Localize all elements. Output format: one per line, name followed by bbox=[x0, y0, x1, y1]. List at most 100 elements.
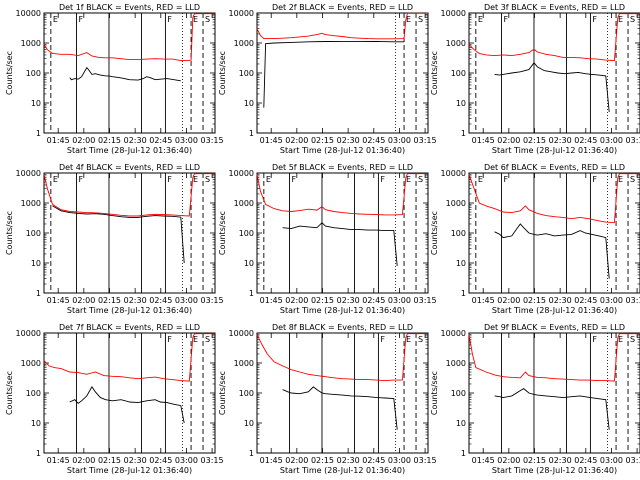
chart-title: Det 5f BLACK = Events, RED = LLD bbox=[272, 163, 413, 172]
event-marker-label: E bbox=[406, 175, 411, 184]
x-tick-label: 01:45 bbox=[472, 296, 495, 305]
lld-series-line bbox=[43, 13, 215, 62]
x-tick-label: 02:00 bbox=[72, 296, 95, 305]
y-tick-label: 10 bbox=[456, 419, 466, 428]
y-tick-label: 100 bbox=[451, 389, 466, 398]
chart-title: Det 3f BLACK = Events, RED = LLD bbox=[484, 3, 625, 12]
y-tick-label: 100 bbox=[26, 389, 41, 398]
event-marker-label: S bbox=[418, 15, 423, 24]
y-tick-label: 10 bbox=[244, 259, 254, 268]
event-marker-label: S bbox=[630, 15, 635, 24]
lld-series-line bbox=[256, 333, 428, 382]
y-axis-label: Counts/sec bbox=[430, 211, 439, 255]
x-tick-label: 03:00 bbox=[175, 136, 198, 145]
x-tick-label: 02:15 bbox=[523, 456, 546, 465]
y-tick-label: 1 bbox=[249, 449, 254, 458]
x-tick-label: 02:15 bbox=[98, 136, 121, 145]
plot-frame bbox=[43, 12, 216, 134]
x-tick-label: 02:45 bbox=[574, 456, 597, 465]
y-tick-label: 10 bbox=[244, 99, 254, 108]
y-tick-label: 1 bbox=[461, 289, 466, 298]
y-tick-label: 10000 bbox=[229, 329, 254, 338]
x-tick-label: 02:15 bbox=[311, 456, 334, 465]
event-marker-label: S bbox=[418, 335, 423, 344]
y-tick-label: 1000 bbox=[21, 199, 41, 208]
x-axis-label: Start Time (28-Jul-12 01:36:40) bbox=[67, 466, 192, 475]
x-tick-label: 01:45 bbox=[472, 136, 495, 145]
event-marker-label: F bbox=[380, 335, 385, 344]
x-axis-label: Start Time (28-Jul-12 01:36:40) bbox=[280, 466, 405, 475]
event-marker-label: S bbox=[630, 175, 635, 184]
x-tick-label: 02:15 bbox=[98, 456, 121, 465]
event-marker-label: E bbox=[618, 335, 623, 344]
chart-panel: Det 6f BLACK = Events, RED = LLD Counts/s… bbox=[430, 163, 640, 315]
plot-frame bbox=[256, 12, 429, 134]
event-marker-label: E bbox=[266, 175, 271, 184]
x-tick-label: 03:00 bbox=[388, 136, 411, 145]
x-tick-label: 02:45 bbox=[362, 296, 385, 305]
x-tick-label: 02:30 bbox=[337, 456, 360, 465]
y-tick-label: 10000 bbox=[16, 169, 41, 178]
event-marker-label: S bbox=[205, 15, 210, 24]
chart-panel: Det 3f BLACK = Events, RED = LLD Counts/s… bbox=[430, 3, 640, 155]
lld-series-line bbox=[468, 173, 640, 224]
plot-frame bbox=[256, 172, 429, 294]
x-tick-label: 02:00 bbox=[72, 456, 95, 465]
events-series-line bbox=[52, 205, 185, 264]
y-tick-label: 10000 bbox=[441, 9, 466, 18]
x-tick-label: 01:45 bbox=[260, 296, 283, 305]
y-tick-label: 1 bbox=[36, 449, 41, 458]
y-tick-label: 100 bbox=[26, 69, 41, 78]
x-tick-label: 02:15 bbox=[311, 136, 334, 145]
x-tick-label: 03:00 bbox=[600, 456, 623, 465]
y-axis-label: Counts/sec bbox=[5, 51, 14, 95]
chart-title: Det 4f BLACK = Events, RED = LLD bbox=[59, 163, 200, 172]
x-tick-label: 03:00 bbox=[388, 296, 411, 305]
x-tick-label: 03:00 bbox=[175, 456, 198, 465]
y-tick-label: 10 bbox=[244, 419, 254, 428]
event-marker-label: E bbox=[618, 15, 623, 24]
y-tick-label: 100 bbox=[239, 69, 254, 78]
x-tick-label: 02:00 bbox=[497, 296, 520, 305]
x-tick-label: 02:15 bbox=[98, 296, 121, 305]
event-marker-label: F bbox=[78, 175, 83, 184]
y-axis-label: Counts/sec bbox=[430, 371, 439, 415]
x-tick-label: 02:45 bbox=[362, 456, 385, 465]
lld-series-line bbox=[256, 173, 428, 216]
chart-panel: Det 4f BLACK = Events, RED = LLD Counts/s… bbox=[5, 163, 224, 315]
x-tick-label: 01:45 bbox=[472, 456, 495, 465]
y-tick-label: 10000 bbox=[441, 169, 466, 178]
y-tick-label: 1 bbox=[461, 129, 466, 138]
event-marker-label: S bbox=[418, 175, 423, 184]
event-marker-label: E bbox=[193, 335, 198, 344]
x-tick-label: 03:15 bbox=[201, 456, 224, 465]
event-marker-label: S bbox=[630, 335, 635, 344]
event-marker-label: F bbox=[503, 175, 508, 184]
plot-frame bbox=[468, 172, 640, 294]
chart-title: Det 1f BLACK = Events, RED = LLD bbox=[59, 3, 200, 12]
x-tick-label: 03:15 bbox=[414, 296, 437, 305]
y-axis-label: Counts/sec bbox=[218, 211, 227, 255]
y-tick-label: 10 bbox=[31, 99, 41, 108]
chart-panel: Det 5f BLACK = Events, RED = LLD Counts/s… bbox=[218, 163, 437, 315]
lld-series-line bbox=[468, 333, 640, 382]
plot-frame bbox=[468, 332, 640, 454]
y-tick-label: 100 bbox=[239, 229, 254, 238]
event-marker-label: E bbox=[478, 175, 483, 184]
y-tick-label: 100 bbox=[451, 69, 466, 78]
x-tick-label: 02:45 bbox=[362, 136, 385, 145]
chart-title: Det 6f BLACK = Events, RED = LLD bbox=[484, 163, 625, 172]
events-series-line bbox=[263, 40, 405, 108]
event-marker-label: S bbox=[205, 175, 210, 184]
chart-title: Det 7f BLACK = Events, RED = LLD bbox=[59, 323, 200, 332]
chart-panel: Det 9f BLACK = Events, RED = LLD Counts/s… bbox=[430, 323, 640, 475]
plot-frame bbox=[468, 12, 640, 134]
y-axis-label: Counts/sec bbox=[218, 51, 227, 95]
y-tick-label: 1000 bbox=[234, 199, 254, 208]
event-marker-label: E bbox=[53, 175, 58, 184]
x-tick-label: 02:00 bbox=[497, 136, 520, 145]
x-tick-label: 03:15 bbox=[626, 456, 640, 465]
x-tick-label: 02:45 bbox=[574, 136, 597, 145]
y-axis-label: Counts/sec bbox=[218, 371, 227, 415]
